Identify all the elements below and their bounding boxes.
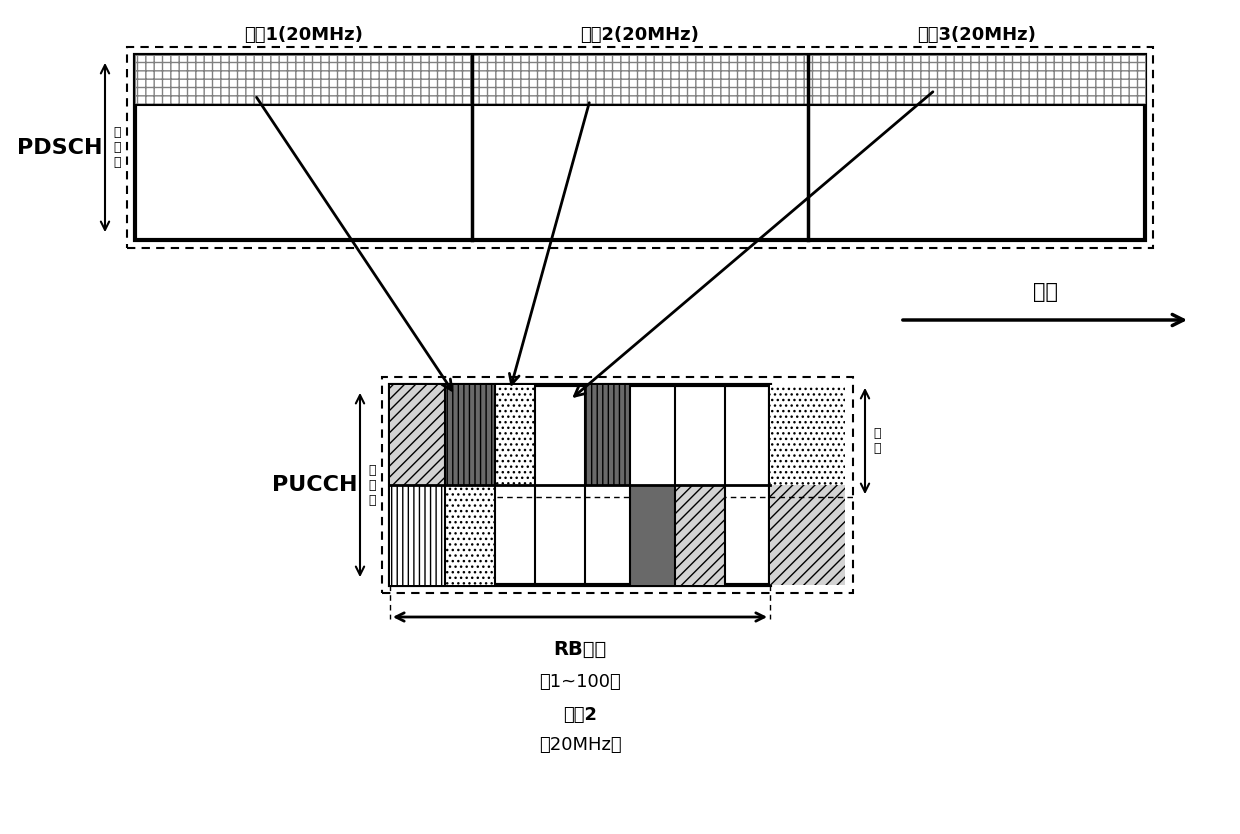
Text: PUCCH: PUCCH [273, 475, 358, 495]
Text: PDSCH: PDSCH [17, 138, 103, 158]
Bar [391, 485, 445, 585]
Bar [770, 385, 844, 485]
Bar [135, 55, 471, 105]
Text: 载波1(20MHz): 载波1(20MHz) [244, 26, 363, 44]
Text: （1~100）: （1~100） [539, 673, 621, 691]
Text: 频率: 频率 [1033, 282, 1058, 302]
Bar [445, 385, 495, 485]
Text: 子
频
带: 子 频 带 [113, 126, 120, 169]
Bar [135, 55, 1145, 240]
Text: （20MHz）: （20MHz） [538, 736, 621, 754]
Text: 载波3(20MHz): 载波3(20MHz) [918, 26, 1037, 44]
Bar [630, 485, 675, 585]
Bar [770, 485, 844, 585]
Bar [585, 385, 630, 485]
Text: RB索引: RB索引 [553, 640, 606, 659]
Bar [445, 485, 495, 585]
Bar [675, 485, 725, 585]
Bar [391, 385, 445, 485]
Bar [391, 385, 770, 585]
Bar [808, 55, 1145, 105]
Text: 载波2(20MHz): 载波2(20MHz) [580, 26, 699, 44]
Text: 载波2: 载波2 [563, 706, 596, 724]
Bar [382, 377, 853, 593]
Text: 子
频
带: 子 频 带 [368, 464, 376, 506]
Bar [495, 385, 534, 485]
Bar [126, 47, 1153, 248]
Bar [471, 55, 808, 105]
Text: 平
凝: 平 凝 [873, 427, 880, 455]
